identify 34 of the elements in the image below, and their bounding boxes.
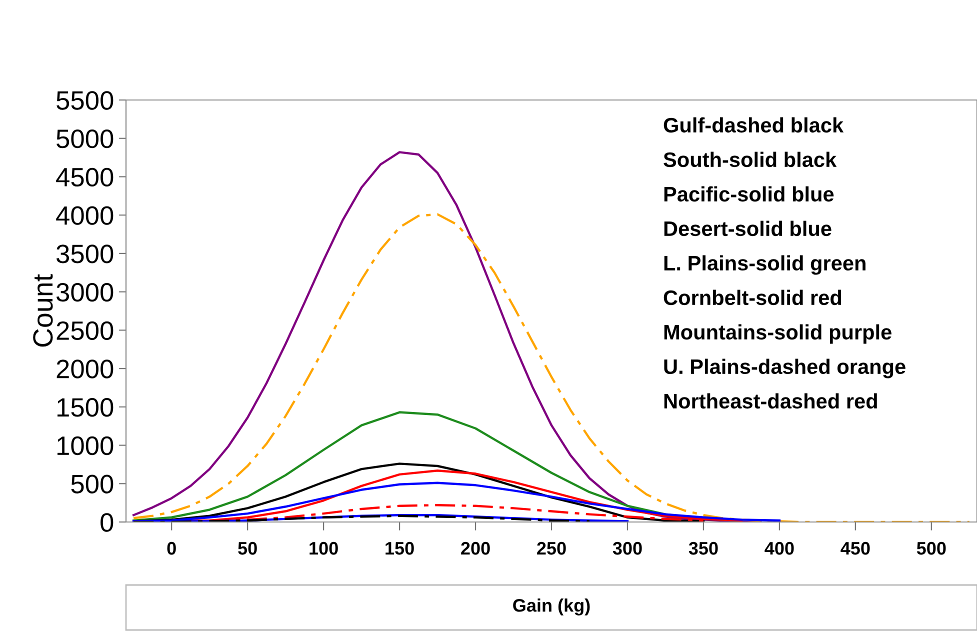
- y-tick-label: 2500: [56, 321, 114, 340]
- y-tick-label: 500: [71, 474, 114, 494]
- x-tick-label: 450: [840, 542, 870, 555]
- y-tick-label: 5500: [56, 91, 114, 110]
- y-tick-label: 4000: [56, 206, 114, 225]
- annotation: Cornbelt-solid red: [664, 290, 842, 306]
- x-tick-label: 150: [386, 542, 414, 555]
- x-tick-label: 100: [310, 542, 338, 555]
- annotation: South-solid black: [664, 152, 837, 168]
- y-tick-label: 0: [100, 513, 114, 532]
- y-tick-label: 1500: [58, 398, 114, 417]
- annotation: Pacific-solid blue: [664, 186, 834, 202]
- annotation: L. Plains-solid green: [664, 255, 866, 275]
- y-tick-label: 4500: [56, 168, 114, 187]
- x-tick-label: 50: [238, 542, 257, 555]
- annotation: Mountains-solid purple: [664, 324, 892, 344]
- x-tick-label: 400: [764, 542, 794, 555]
- y-axis-title: Count: [33, 274, 53, 347]
- y-tick-label: 1000: [58, 436, 114, 456]
- x-tick-label: 350: [688, 542, 718, 555]
- y-tick-label: 3500: [56, 244, 114, 264]
- y-tick-label: 5000: [56, 130, 114, 148]
- x-tick-label: 0: [167, 542, 176, 555]
- annotation: Northeast-dashed red: [664, 393, 877, 409]
- x-tick-label: 500: [916, 542, 946, 555]
- x-axis-title: Gain (kg): [513, 598, 590, 616]
- annotation: U. Plains-dashed orange: [664, 358, 906, 378]
- annotation: Desert-solid blue: [664, 220, 832, 236]
- y-tick-label: 3000: [56, 282, 114, 302]
- x-tick-label: 250: [537, 542, 566, 555]
- x-tick-label: 200: [461, 542, 490, 555]
- annotation: Gulf-dashed black: [664, 117, 844, 133]
- y-tick-label: 2000: [56, 360, 114, 378]
- x-tick-label: 300: [612, 542, 642, 555]
